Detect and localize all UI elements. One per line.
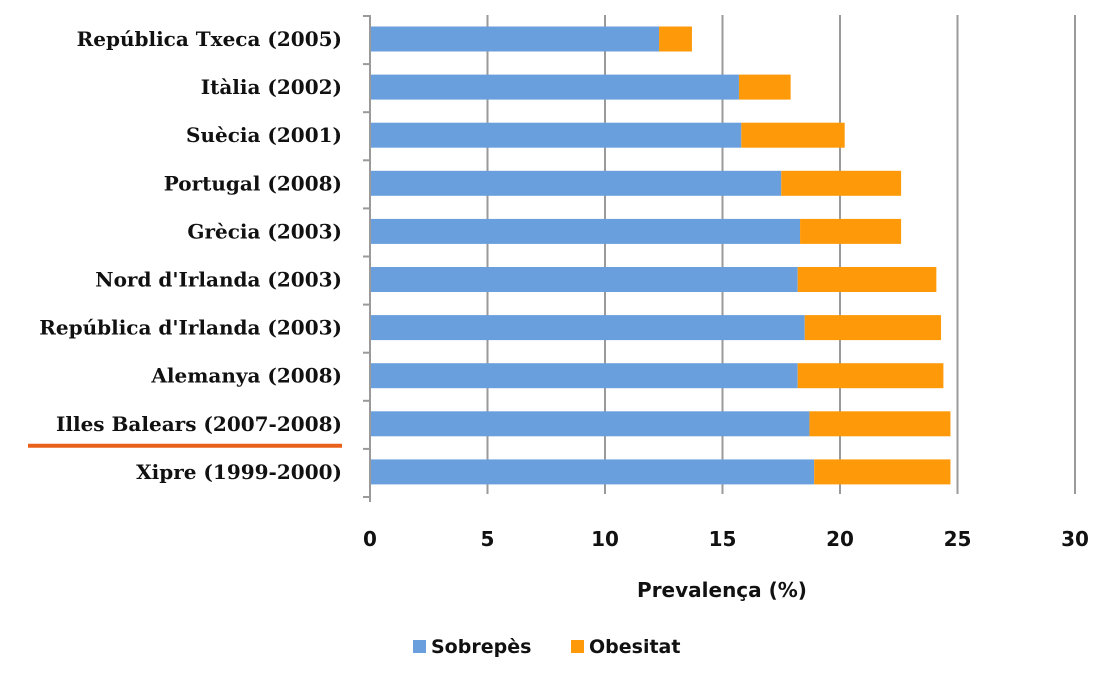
bar-obesitat-portugal-2008	[781, 170, 902, 196]
bar-obesitat-nord-d-irlanda-2003	[797, 267, 937, 292]
bar-obesitat-italia-2002	[738, 74, 791, 100]
x-tick-10: 10	[591, 527, 619, 551]
bar-obesitat-illes-balears-2007-2008	[809, 411, 951, 437]
category-label-alemanya-2008: Alemanya (2008)	[150, 364, 342, 388]
bar-obesitat-xipre-1999-2000	[814, 459, 951, 485]
legend-swatch-sobrepes	[413, 640, 426, 653]
x-tick-20: 20	[826, 527, 854, 551]
x-tick-labels: 0 5 10 15 20 25 30	[363, 527, 1089, 551]
bar-obesitat-republica-txeca-2005	[659, 26, 692, 52]
bar-sobrepes-xipre-1999-2000	[370, 459, 815, 485]
bar-sobrepes-republica-txeca-2005	[370, 26, 660, 52]
bar-sobrepes-grecia-2003	[370, 218, 801, 244]
bar-obesitat-republica-d-irlanda-2003	[804, 315, 942, 341]
bar-sobrepes-alemanya-2008	[370, 363, 798, 389]
category-labels: República Txeca (2005) Itàlia (2002) Suèci…	[28, 27, 342, 484]
x-tick-30: 30	[1061, 527, 1089, 551]
category-label-suecia-2001: Suècia (2001)	[186, 123, 342, 147]
category-label-grecia-2003: Grècia (2003)	[187, 219, 342, 243]
bar-obesitat-alemanya-2008	[797, 363, 944, 389]
x-axis-title: Prevalença (%)	[637, 578, 807, 602]
bar-sobrepes-republica-d-irlanda-2003	[370, 315, 805, 341]
x-tick-25: 25	[944, 527, 972, 551]
legend: Sobrepès Obesitat	[413, 636, 680, 658]
bar-sobrepes-portugal-2008	[370, 170, 782, 196]
bar-sobrepes-italia-2002	[370, 74, 739, 100]
category-label-nord-d-irlanda-2003: Nord d'Irlanda (2003)	[95, 268, 342, 292]
x-tick-15: 15	[709, 527, 737, 551]
category-label-portugal-2008: Portugal (2008)	[164, 171, 342, 195]
legend-label-sobrepes: Sobrepès	[431, 636, 531, 658]
bar-obesitat-grecia-2003	[800, 218, 902, 244]
category-label-italia-2002: Itàlia (2002)	[201, 75, 342, 99]
category-label-republica-txeca-2005: República Txeca (2005)	[77, 27, 342, 51]
bars	[370, 26, 951, 485]
x-tick-5: 5	[481, 527, 495, 551]
bar-sobrepes-suecia-2001	[370, 122, 742, 148]
legend-label-obesitat: Obesitat	[589, 636, 680, 658]
x-tick-0: 0	[363, 527, 377, 551]
category-label-illes-balears-2007-2008: Illes Balears (2007-2008)	[56, 412, 342, 436]
category-label-republica-d-irlanda-2003: República d'Irlanda (2003)	[39, 316, 342, 340]
bar-sobrepes-illes-balears-2007-2008	[370, 411, 810, 437]
bar-sobrepes-nord-d-irlanda-2003	[370, 267, 798, 292]
category-label-xipre-1999-2000: Xipre (1999-2000)	[136, 460, 342, 484]
bar-obesitat-suecia-2001	[741, 122, 845, 148]
legend-swatch-obesitat	[571, 640, 584, 653]
